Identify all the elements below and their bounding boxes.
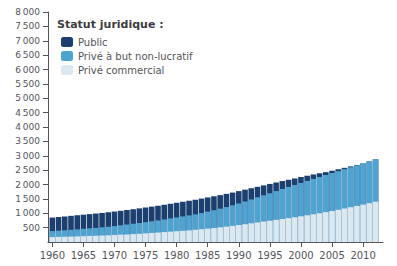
svg-text:3 500: 3 500 <box>15 136 40 146</box>
svg-text:1975: 1975 <box>133 250 158 261</box>
svg-text:6 000: 6 000 <box>15 65 40 75</box>
svg-text:4 500: 4 500 <box>15 108 40 118</box>
svg-text:2010: 2010 <box>350 250 375 261</box>
svg-text:500: 500 <box>23 223 40 233</box>
svg-text:3 000: 3 000 <box>15 151 40 161</box>
svg-text:4 000: 4 000 <box>15 122 40 132</box>
svg-text:Privé commercial: Privé commercial <box>78 65 164 76</box>
svg-text:5 000: 5 000 <box>15 93 40 103</box>
svg-text:5 500: 5 500 <box>15 79 40 89</box>
svg-text:2 000: 2 000 <box>15 180 40 190</box>
svg-text:1990: 1990 <box>226 250 251 261</box>
svg-text:2005: 2005 <box>319 250 344 261</box>
svg-text:6 500: 6 500 <box>15 50 40 60</box>
svg-text:1970: 1970 <box>102 250 127 261</box>
svg-text:2000: 2000 <box>288 250 313 261</box>
svg-text:2 500: 2 500 <box>15 165 40 175</box>
svg-text:1965: 1965 <box>71 250 96 261</box>
svg-text:1960: 1960 <box>40 250 65 261</box>
svg-text:Public: Public <box>78 37 108 48</box>
svg-text:Statut juridique :: Statut juridique : <box>57 18 164 31</box>
svg-text:Privé à but non-lucratif: Privé à but non-lucratif <box>78 51 193 62</box>
svg-text:1 000: 1 000 <box>15 208 40 218</box>
svg-text:1995: 1995 <box>257 250 282 261</box>
svg-text:7 000: 7 000 <box>15 36 40 46</box>
svg-text:1 500: 1 500 <box>15 194 40 204</box>
svg-text:8 000: 8 000 <box>15 7 40 17</box>
svg-text:7 500: 7 500 <box>15 21 40 31</box>
svg-text:1985: 1985 <box>195 250 220 261</box>
svg-text:1980: 1980 <box>164 250 189 261</box>
